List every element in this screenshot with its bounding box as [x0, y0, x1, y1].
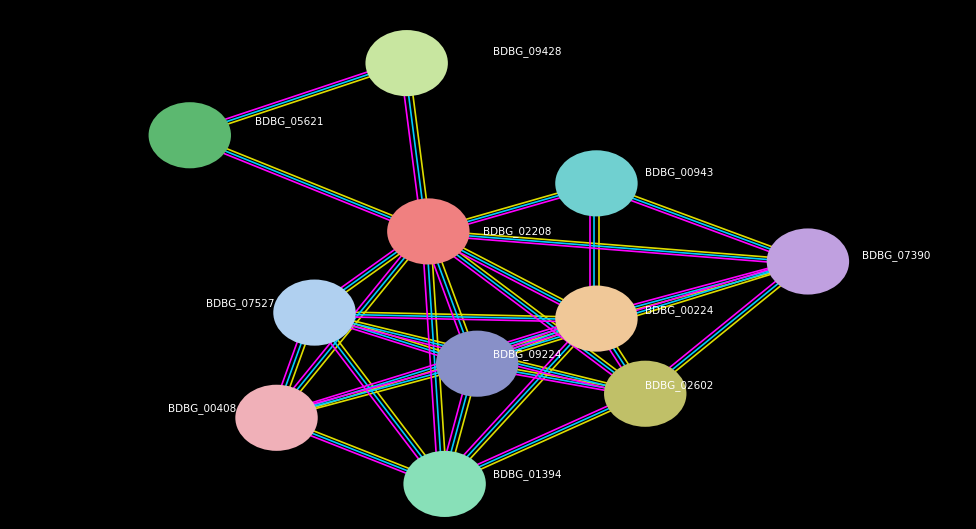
- Ellipse shape: [387, 198, 469, 264]
- Ellipse shape: [767, 229, 849, 295]
- Ellipse shape: [403, 451, 486, 517]
- Text: BDBG_07390: BDBG_07390: [862, 250, 930, 261]
- Text: BDBG_00943: BDBG_00943: [645, 167, 713, 178]
- Text: BDBG_05621: BDBG_05621: [255, 116, 323, 127]
- Text: BDBG_01394: BDBG_01394: [494, 469, 562, 480]
- Ellipse shape: [604, 361, 686, 427]
- Ellipse shape: [273, 279, 355, 345]
- Text: BDBG_00408: BDBG_00408: [168, 403, 236, 414]
- Ellipse shape: [235, 385, 318, 451]
- Ellipse shape: [555, 150, 637, 216]
- Ellipse shape: [555, 286, 637, 352]
- Ellipse shape: [365, 30, 448, 96]
- Text: BDBG_02208: BDBG_02208: [482, 226, 551, 237]
- Text: BDBG_02602: BDBG_02602: [645, 380, 713, 391]
- Text: BDBG_09224: BDBG_09224: [494, 349, 562, 360]
- Text: BDBG_00224: BDBG_00224: [645, 305, 713, 316]
- Text: BDBG_07527: BDBG_07527: [206, 298, 274, 309]
- Text: BDBG_09428: BDBG_09428: [494, 45, 562, 57]
- Ellipse shape: [148, 102, 231, 168]
- Ellipse shape: [436, 331, 518, 397]
